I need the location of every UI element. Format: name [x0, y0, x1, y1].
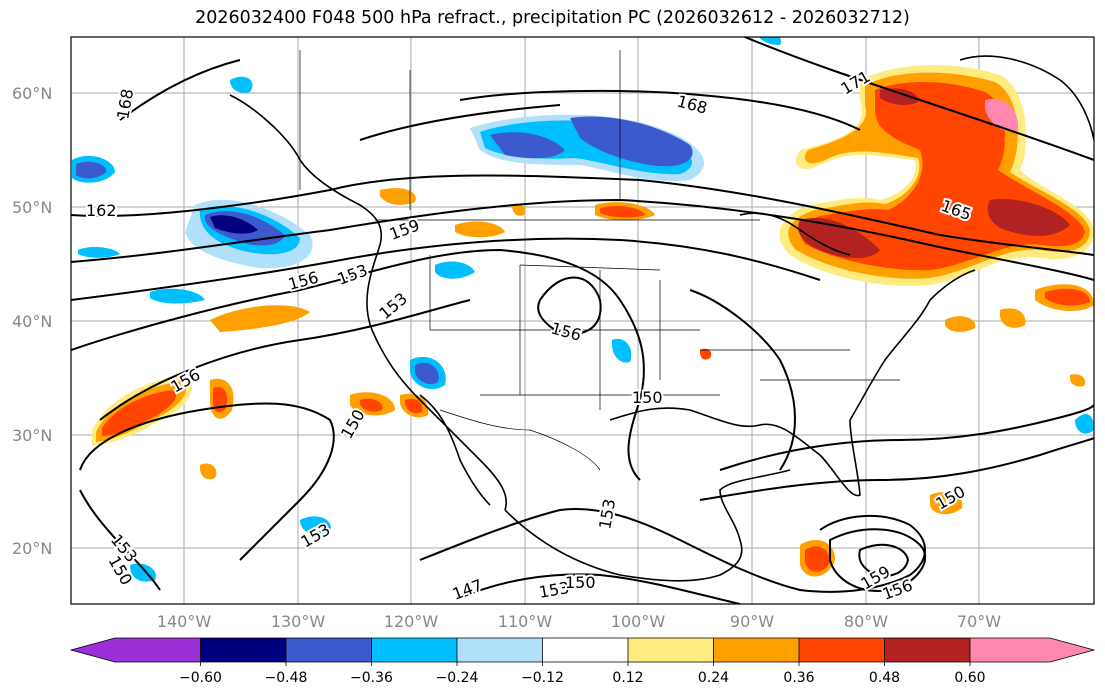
colorbar: −0.60 −0.48 −0.36 −0.24 −0.12 0.12 0.24 … — [69, 637, 1096, 686]
colorbar-tick-label: −0.12 — [521, 670, 564, 686]
colorbar-extend-min — [71, 638, 115, 662]
lat-label: 20°N — [12, 539, 52, 558]
colorbar-segment — [713, 638, 799, 662]
colorbar-segment — [799, 638, 885, 662]
map-title: 2026032400 F048 500 hPa refract., precip… — [195, 8, 910, 28]
colorbar-tick-label: −0.24 — [436, 670, 479, 686]
colorbar-segment — [542, 638, 628, 662]
lon-label: 110°W — [498, 612, 553, 631]
colorbar-tick-label: −0.48 — [265, 670, 308, 686]
colorbar-segment — [884, 638, 970, 662]
lon-label: 130°W — [271, 612, 326, 631]
lon-label: 120°W — [384, 612, 439, 631]
colorbar-tick-label: 0.36 — [783, 670, 814, 686]
colorbar-segment — [371, 638, 457, 662]
colorbar-segment — [286, 638, 372, 662]
lat-label: 30°N — [12, 426, 52, 445]
colorbar-segment — [457, 638, 543, 662]
colorbar-tick-label: 0.24 — [698, 670, 729, 686]
latitude-labels: 60°N 50°N 40°N 30°N 20°N — [12, 84, 52, 558]
lat-label: 50°N — [12, 198, 52, 217]
contour-label: 162 — [86, 201, 117, 220]
refractivity-contours — [71, 37, 1094, 604]
colorbar-tick-label: −0.36 — [350, 670, 393, 686]
colorbar-segment — [628, 638, 714, 662]
longitude-labels: 140°W 130°W 120°W 110°W 100°W 90°W 80°W … — [157, 612, 1001, 631]
lon-label: 70°W — [957, 612, 1001, 631]
contour-label: 150 — [565, 573, 596, 592]
colorbar-segment — [115, 638, 201, 662]
lon-label: 100°W — [611, 612, 666, 631]
lat-label: 60°N — [12, 84, 52, 103]
political-borders — [299, 50, 900, 471]
colorbar-tick-label: 0.12 — [612, 670, 643, 686]
map-frame — [70, 36, 1095, 605]
colorbar-extend-max — [1050, 638, 1094, 662]
colorbar-tick-label: 0.60 — [954, 670, 985, 686]
colorbar-segment — [200, 638, 286, 662]
lat-label: 40°N — [12, 312, 52, 331]
lon-label: 90°W — [730, 612, 774, 631]
contour-label: 150 — [632, 388, 663, 407]
lon-label: 80°W — [844, 612, 888, 631]
colorbar-segment — [970, 638, 1050, 662]
lon-label: 140°W — [157, 612, 212, 631]
colorbar-tick-label: −0.60 — [179, 670, 222, 686]
colorbar-tick-label: 0.48 — [869, 670, 900, 686]
